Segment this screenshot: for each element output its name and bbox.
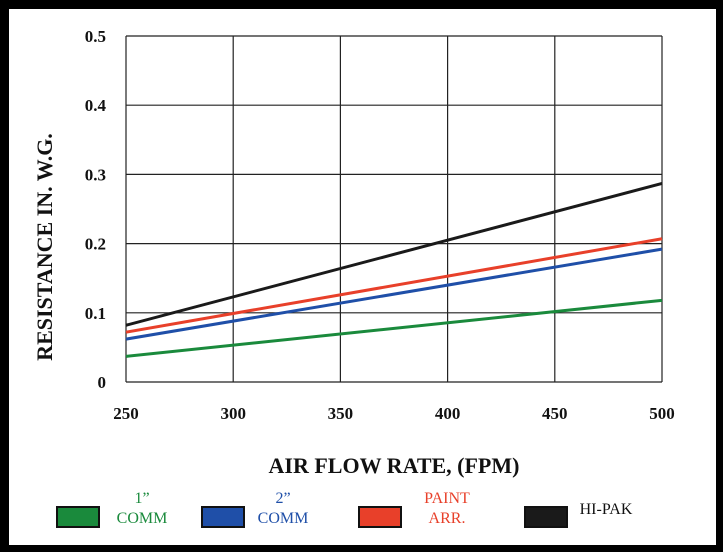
- y-tick-label: 0.4: [85, 96, 107, 115]
- x-tick-labels: 250 300 350 400 450 500: [113, 404, 675, 423]
- x-tick-label: 500: [649, 404, 675, 423]
- y-tick-label: 0: [98, 373, 107, 392]
- series-line-0: [125, 298, 663, 358]
- legend-label-2: ARR.: [429, 510, 466, 527]
- series-line-3: [125, 181, 663, 327]
- x-tick-label: 450: [542, 404, 568, 423]
- x-tick-label: 350: [328, 404, 354, 423]
- y-tick-label: 0.1: [85, 304, 106, 323]
- legend-label-1: 2”: [275, 490, 290, 507]
- legend-label-2: PAINT: [424, 490, 470, 507]
- legend-swatch-3: [524, 506, 568, 528]
- y-tick-label: 0.3: [85, 165, 106, 184]
- y-tick-label: 0.2: [85, 235, 106, 254]
- series-lines: [125, 181, 663, 358]
- grid: [125, 35, 663, 383]
- legend-label-3: HI-PAK: [580, 501, 633, 518]
- x-axis-title: AIR FLOW RATE, (FPM): [269, 453, 520, 478]
- legend-label-1: COMM: [258, 510, 309, 527]
- legend-swatch-1: [201, 506, 245, 528]
- x-tick-label: 250: [113, 404, 139, 423]
- y-tick-label: 0.5: [85, 27, 106, 46]
- legend-label-0: 1”: [134, 490, 149, 507]
- legend-label-0: COMM: [117, 510, 168, 527]
- legend: 1” COMM 2” COMM PAINT ARR. HI-PAK: [56, 490, 633, 528]
- y-tick-labels: 0 0.1 0.2 0.3 0.4 0.5: [85, 27, 107, 392]
- legend-swatch-0: [56, 506, 100, 528]
- y-axis-title: RESISTANCE IN. W.G.: [32, 133, 57, 361]
- series-line-2: [125, 237, 663, 334]
- x-tick-label: 400: [435, 404, 461, 423]
- legend-swatch-2: [358, 506, 402, 528]
- series-line-1: [125, 247, 663, 341]
- x-tick-label: 300: [220, 404, 246, 423]
